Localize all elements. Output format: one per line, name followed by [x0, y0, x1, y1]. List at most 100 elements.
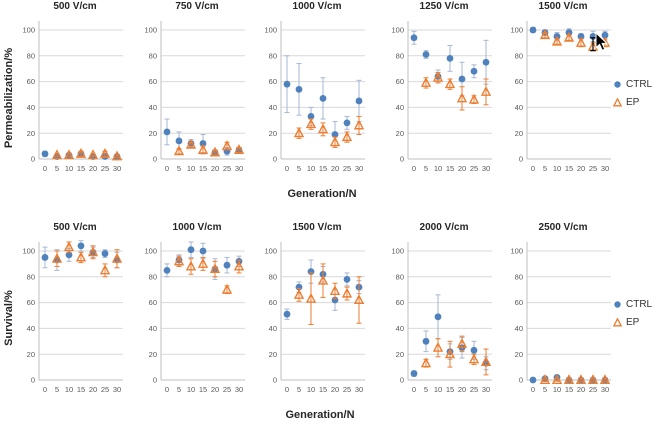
svg-text:20: 20 [27, 129, 35, 138]
svg-text:15: 15 [77, 385, 85, 394]
svg-text:30: 30 [113, 385, 121, 394]
ep-marker-icon [613, 98, 622, 107]
ctrl-marker-icon [614, 301, 621, 308]
svg-text:5: 5 [424, 164, 428, 173]
svg-text:0: 0 [153, 155, 157, 164]
svg-text:20: 20 [577, 385, 585, 394]
svg-text:10: 10 [65, 164, 73, 173]
svg-text:0: 0 [285, 385, 289, 394]
x-axis-label-top: Generation/N [287, 188, 357, 200]
svg-text:25: 25 [343, 164, 351, 173]
svg-text:5: 5 [297, 385, 301, 394]
svg-text:0: 0 [43, 385, 47, 394]
svg-text:0: 0 [273, 376, 277, 385]
svg-text:100: 100 [391, 247, 404, 256]
svg-text:40: 40 [27, 324, 35, 333]
svg-text:100: 100 [144, 247, 157, 256]
svg-text:60: 60 [396, 298, 404, 307]
svg-text:0: 0 [273, 155, 277, 164]
svg-text:40: 40 [149, 324, 157, 333]
svg-text:100: 100 [510, 26, 523, 35]
svg-text:15: 15 [77, 164, 85, 173]
svg-text:10: 10 [307, 385, 315, 394]
svg-text:40: 40 [396, 324, 404, 333]
svg-text:0: 0 [43, 164, 47, 173]
ep-series [420, 71, 492, 111]
gridlines [161, 29, 245, 160]
svg-text:25: 25 [223, 164, 231, 173]
chart-title: 500 V/cm [53, 1, 97, 12]
svg-text:20: 20 [211, 164, 219, 173]
svg-text:25: 25 [343, 385, 351, 394]
svg-text:40: 40 [27, 103, 35, 112]
svg-text:15: 15 [319, 385, 327, 394]
svg-text:20: 20 [515, 129, 523, 138]
chart-title: 1000 V/cm [172, 222, 222, 233]
svg-text:40: 40 [269, 103, 277, 112]
svg-text:20: 20 [89, 164, 97, 173]
svg-text:5: 5 [55, 164, 59, 173]
svg-text:20: 20 [396, 350, 404, 359]
svg-text:80: 80 [396, 51, 404, 60]
svg-text:30: 30 [113, 164, 121, 173]
svg-text:20: 20 [149, 129, 157, 138]
chart-title: 1500 V/cm [538, 1, 588, 12]
svg-text:0: 0 [31, 155, 35, 164]
ep-series [173, 255, 245, 295]
svg-text:40: 40 [149, 103, 157, 112]
svg-text:10: 10 [187, 164, 195, 173]
svg-text:40: 40 [515, 324, 523, 333]
svg-text:20: 20 [211, 385, 219, 394]
gridlines [39, 250, 123, 381]
svg-text:0: 0 [412, 385, 416, 394]
chart-survival-2500: 2500 V/cm 0 20 40 60 80 100 0 5 10 15 20 25 30 [501, 221, 623, 403]
chart-title: 500 V/cm [53, 222, 97, 233]
ep-series [173, 138, 245, 157]
svg-text:30: 30 [482, 164, 490, 173]
svg-text:0: 0 [519, 155, 523, 164]
chart-permeabilization-500: 500 V/cm 0 20 40 60 80 100 0 5 10 15 20 25 30 [13, 0, 135, 182]
svg-text:20: 20 [89, 385, 97, 394]
mouse-cursor-icon [595, 32, 608, 51]
chart-permeabilization-1000: 1000 V/cm 0 20 40 60 80 100 0 5 10 15 20 25 30 [255, 0, 377, 182]
svg-text:15: 15 [199, 164, 207, 173]
svg-text:80: 80 [149, 272, 157, 281]
svg-text:10: 10 [434, 385, 442, 394]
chart-survival-2000: 2000 V/cm 0 20 40 60 80 100 0 5 10 15 20 25 30 [382, 221, 504, 403]
gridlines [527, 250, 611, 381]
svg-text:0: 0 [285, 164, 289, 173]
svg-text:80: 80 [27, 51, 35, 60]
svg-text:80: 80 [515, 272, 523, 281]
svg-text:60: 60 [396, 77, 404, 86]
svg-text:80: 80 [269, 272, 277, 281]
legend-top: CTRL EP [613, 79, 652, 108]
svg-text:0: 0 [400, 376, 404, 385]
svg-text:40: 40 [396, 103, 404, 112]
svg-text:25: 25 [589, 164, 597, 173]
svg-text:5: 5 [424, 385, 428, 394]
svg-text:60: 60 [149, 77, 157, 86]
svg-text:0: 0 [412, 164, 416, 173]
svg-text:100: 100 [22, 26, 35, 35]
svg-text:40: 40 [515, 103, 523, 112]
gridlines [39, 29, 123, 160]
legend-label: CTRL [626, 79, 653, 90]
svg-text:30: 30 [355, 385, 363, 394]
svg-text:10: 10 [553, 385, 561, 394]
svg-text:80: 80 [27, 272, 35, 281]
legend-label: EP [626, 97, 640, 108]
gridlines [408, 250, 492, 381]
legend-label: CTRL [626, 299, 653, 310]
ctrl-marker-icon [614, 81, 621, 88]
svg-text:5: 5 [543, 385, 547, 394]
chart-permeabilization-750: 750 V/cm 0 20 40 60 80 100 0 5 10 15 20 25 30 [135, 0, 257, 182]
svg-text:15: 15 [319, 164, 327, 173]
svg-text:100: 100 [510, 247, 523, 256]
